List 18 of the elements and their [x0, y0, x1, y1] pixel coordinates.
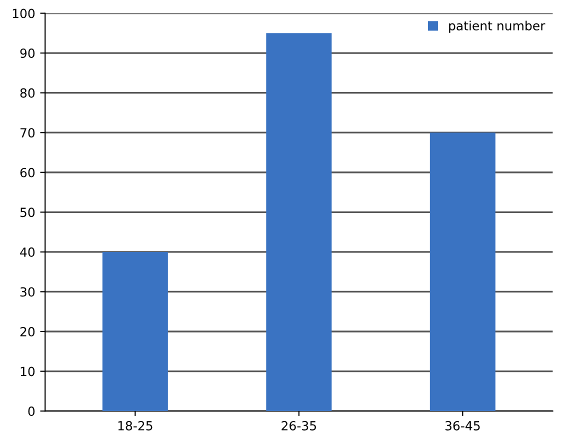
- y-tick-label: 90: [20, 48, 35, 58]
- x-tick-label: 26-35: [282, 421, 316, 430]
- y-tick-label: 60: [20, 168, 35, 178]
- y-tick-label: 40: [20, 247, 35, 257]
- x-tick-label: 18-25: [118, 421, 152, 430]
- x-tick-label: 36-45: [445, 421, 480, 430]
- bar: [102, 252, 168, 412]
- y-tick-label: 0: [28, 406, 35, 416]
- y-tick-label: 30: [20, 287, 35, 297]
- y-tick-label: 70: [20, 128, 35, 138]
- legend-label: patient number: [449, 20, 546, 33]
- y-tick-label: 80: [20, 88, 35, 98]
- y-tick-label: 10: [20, 366, 35, 376]
- y-tick-label: 20: [20, 326, 35, 336]
- y-tick-label: 100: [12, 8, 35, 18]
- y-tick-label: 50: [20, 208, 35, 218]
- bar: [430, 132, 496, 412]
- bar: [266, 33, 332, 412]
